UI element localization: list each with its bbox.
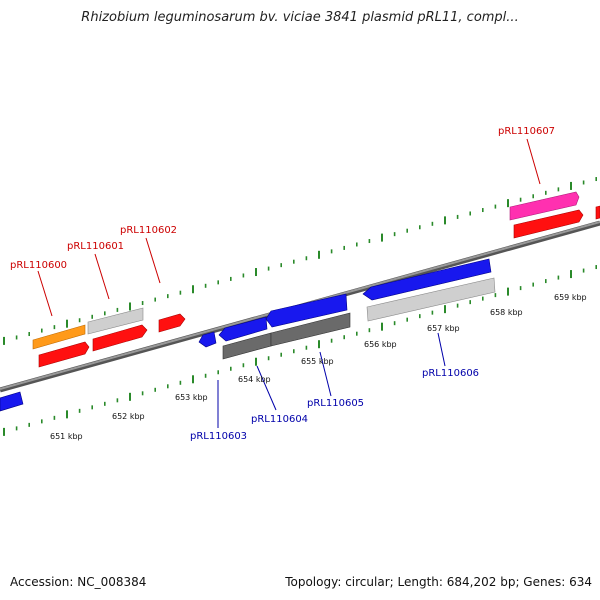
gene-arrow-red[interactable] xyxy=(595,205,600,220)
genes-label: Genes: xyxy=(523,575,566,589)
reverse-genes xyxy=(0,258,496,412)
gene-arrow-blue[interactable] xyxy=(218,316,268,342)
accession-value: NC_008384 xyxy=(77,575,147,589)
scale-label: 652 kbp xyxy=(112,412,145,421)
lower-tick-track xyxy=(3,265,598,436)
scale-labels: 651 kbp 652 kbp 653 kbp 654 kbp 655 kbp … xyxy=(50,293,587,441)
upper-tick-track xyxy=(3,177,598,345)
reverse-gene-labels: pRL110603 pRL110604 pRL110605 pRL110606 xyxy=(190,368,479,442)
length-value: 684,202 bp xyxy=(446,575,516,589)
gene-label[interactable]: pRL110600 xyxy=(10,260,67,271)
gene-arrow-red[interactable] xyxy=(38,341,90,368)
gene-arrow-pink[interactable] xyxy=(509,191,580,221)
scale-label: 653 kbp xyxy=(175,393,208,402)
topology-label: Topology: xyxy=(285,575,342,589)
scale-label: 656 kbp xyxy=(364,340,397,349)
forward-gene-labels: pRL110600 pRL110601 pRL110602 pRL110607 xyxy=(10,126,555,271)
gene-arrow-red[interactable] xyxy=(92,324,148,352)
scale-label: 658 kbp xyxy=(490,308,523,317)
accession-text: Accession: NC_008384 xyxy=(10,575,146,589)
genome-stats: Topology: circular; Length: 684,202 bp; … xyxy=(285,575,592,589)
map-title: Rhizobium leguminosarum bv. viciae 3841 … xyxy=(81,10,519,25)
gene-label[interactable]: pRL110607 xyxy=(498,126,555,137)
forward-genes xyxy=(32,191,600,368)
scale-label: 651 kbp xyxy=(50,432,83,441)
gene-label[interactable]: pRL110603 xyxy=(190,431,247,442)
gene-label[interactable]: pRL110604 xyxy=(251,414,308,425)
topology-value: circular xyxy=(345,575,390,589)
length-label: Length: xyxy=(397,575,443,589)
gene-label[interactable]: pRL110601 xyxy=(67,241,124,252)
gene-arrow-blue[interactable] xyxy=(265,293,348,328)
gene-arrow-orange[interactable] xyxy=(32,324,86,350)
gene-arrow-light-gray[interactable] xyxy=(366,277,496,322)
gene-arrow-dark-gray[interactable] xyxy=(270,312,351,347)
genes-value: 634 xyxy=(569,575,592,589)
gene-arrow-blue[interactable] xyxy=(0,391,24,412)
scale-label: 655 kbp xyxy=(301,357,334,366)
label-leaders xyxy=(37,138,541,428)
gene-label[interactable]: pRL110605 xyxy=(307,398,364,409)
gene-arrow-blue[interactable] xyxy=(198,331,217,348)
gene-arrow-blue[interactable] xyxy=(362,258,492,301)
gene-arrow-light-gray[interactable] xyxy=(87,307,144,335)
accession-label: Accession: xyxy=(10,575,74,589)
gene-arrow-red[interactable] xyxy=(513,209,584,239)
gene-arrow-red[interactable] xyxy=(158,313,186,333)
scale-label: 657 kbp xyxy=(427,324,460,333)
gene-label[interactable]: pRL110606 xyxy=(422,368,479,379)
scale-label: 659 kbp xyxy=(554,293,587,302)
scale-label: 654 kbp xyxy=(238,375,271,384)
gene-label[interactable]: pRL110602 xyxy=(120,225,177,236)
